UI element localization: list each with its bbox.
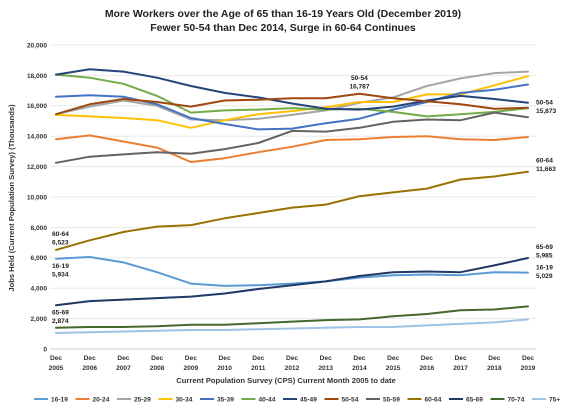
annotation-label: 50-54 <box>351 75 368 82</box>
legend-label: 25-29 <box>134 396 151 403</box>
series-line-45-49 <box>55 68 529 111</box>
legend-label: 45-49 <box>300 396 317 403</box>
annotation-value: 5,029 <box>536 273 553 280</box>
legend-label: 65-69 <box>466 396 483 403</box>
x-tick-label: 2009 <box>184 365 199 372</box>
x-tick-label: Dec <box>219 355 231 362</box>
annotation-value: 11,663 <box>536 166 556 173</box>
x-axis-label: Current Population Survey (CPS) Current … <box>176 376 395 385</box>
annotation-value: 6,523 <box>52 239 69 246</box>
y-tick-label: 14,000 <box>27 134 48 141</box>
annotation-value: 2,874 <box>52 318 69 325</box>
x-tick-label: 2019 <box>521 365 536 372</box>
x-tick-label: Dec <box>522 355 534 362</box>
x-tick-label: Dec <box>387 355 399 362</box>
x-tick-label: Dec <box>488 355 500 362</box>
x-tick-label: Dec <box>320 355 332 362</box>
series-line-65-69 <box>55 257 529 307</box>
series-line-55-59 <box>55 111 529 164</box>
legend-label: 20-24 <box>93 396 110 403</box>
y-tick-label: 12,000 <box>27 164 48 171</box>
annotation-label: 50-54 <box>536 100 553 107</box>
x-tick-label: 2015 <box>386 365 401 372</box>
x-tick-label: 2014 <box>352 365 367 372</box>
annotation-label: 16-19 <box>52 263 69 270</box>
chart-title: More Workers over the Age of 65 than 16-… <box>105 8 461 20</box>
x-tick-label: 2013 <box>318 365 333 372</box>
series-line-70-74 <box>55 305 529 329</box>
y-tick-label: 6,000 <box>30 255 47 262</box>
annotation-label: 60-64 <box>536 158 553 165</box>
x-tick-label: 2012 <box>285 365 300 372</box>
series-line-50-54 <box>55 92 529 116</box>
y-tick-label: 10,000 <box>27 194 48 201</box>
x-tick-label: 2017 <box>453 365 468 372</box>
series-line-75+ <box>55 318 529 334</box>
y-tick-label: 16,000 <box>27 103 48 110</box>
x-tick-label: Dec <box>185 355 197 362</box>
x-tick-label: Dec <box>353 355 365 362</box>
x-tick-label: 2016 <box>420 365 435 372</box>
series-line-25-29 <box>55 70 529 122</box>
legend-label: 35-39 <box>217 396 234 403</box>
y-tick-label: 2,000 <box>30 316 47 323</box>
series-lines <box>55 68 529 334</box>
chart-subtitle: Fewer 50-54 than Dec 2014, Surge in 60-6… <box>150 22 416 34</box>
x-tick-label: Dec <box>286 355 298 362</box>
y-tick-label: 18,000 <box>27 73 48 80</box>
annotation-label: 16-19 <box>536 265 553 272</box>
series-line-40-44 <box>55 73 529 118</box>
annotation-label: 65-69 <box>52 309 69 316</box>
x-tick-label: 2006 <box>82 365 97 372</box>
legend-label: 40-44 <box>259 396 276 403</box>
legend-label: 60-64 <box>425 396 442 403</box>
x-tick-label: 2010 <box>217 365 232 372</box>
annotation-label: 65-69 <box>536 244 553 251</box>
annotation-value: 15,873 <box>536 108 557 115</box>
y-axis-label: Jobs Held (Current Population Survey) (T… <box>7 104 16 292</box>
x-tick-label: 2007 <box>116 365 131 372</box>
x-tick-label: Dec <box>50 355 62 362</box>
x-axis-ticks: Dec 2005 Dec 2006 Dec 2007 Dec 2008 Dec 2009 Dec 20… <box>49 355 536 372</box>
x-tick-label: Dec <box>117 355 129 362</box>
x-tick-label: 2018 <box>487 365 502 372</box>
x-tick-label: Dec <box>151 355 163 362</box>
legend-label: 55-59 <box>383 396 400 403</box>
y-tick-label: 0 <box>43 346 47 353</box>
x-tick-label: Dec <box>455 355 467 362</box>
x-tick-label: Dec <box>421 355 433 362</box>
gridlines <box>50 44 536 350</box>
legend-label: 75+ <box>549 396 560 403</box>
legend: 16-19 20-24 25-29 30-34 35-39 40-44 45-49 50-54… <box>34 396 560 403</box>
x-tick-label: 2008 <box>150 365 165 372</box>
series-line-20-24 <box>55 134 529 163</box>
legend-label: 50-54 <box>342 396 359 403</box>
annotation-value: 16,787 <box>349 83 370 90</box>
series-line-16-19 <box>55 256 529 287</box>
annotation-value: 5,934 <box>52 271 69 278</box>
legend-label: 16-19 <box>51 396 68 403</box>
x-tick-label: Dec <box>84 355 96 362</box>
y-tick-label: 4,000 <box>30 286 47 293</box>
series-line-30-34 <box>55 75 529 129</box>
series-line-60-64 <box>55 170 529 251</box>
x-tick-label: 2011 <box>251 365 266 372</box>
x-tick-label: Dec <box>252 355 264 362</box>
legend-label: 70-74 <box>508 396 525 403</box>
annotations: 50-5416,78750-5415,87360-646,52360-6411,… <box>52 75 557 325</box>
series-line-35-39 <box>55 83 529 131</box>
legend-label: 30-34 <box>176 396 193 403</box>
x-tick-label: 2005 <box>49 365 64 372</box>
annotation-label: 60-64 <box>52 231 69 238</box>
y-tick-label: 8,000 <box>30 225 47 232</box>
y-tick-label: 20,000 <box>27 42 48 49</box>
annotation-value: 5,985 <box>536 253 553 260</box>
y-axis-ticks: 0 2,000 4,000 6,000 8,000 10,000 12,000 14,000 1… <box>27 42 48 353</box>
